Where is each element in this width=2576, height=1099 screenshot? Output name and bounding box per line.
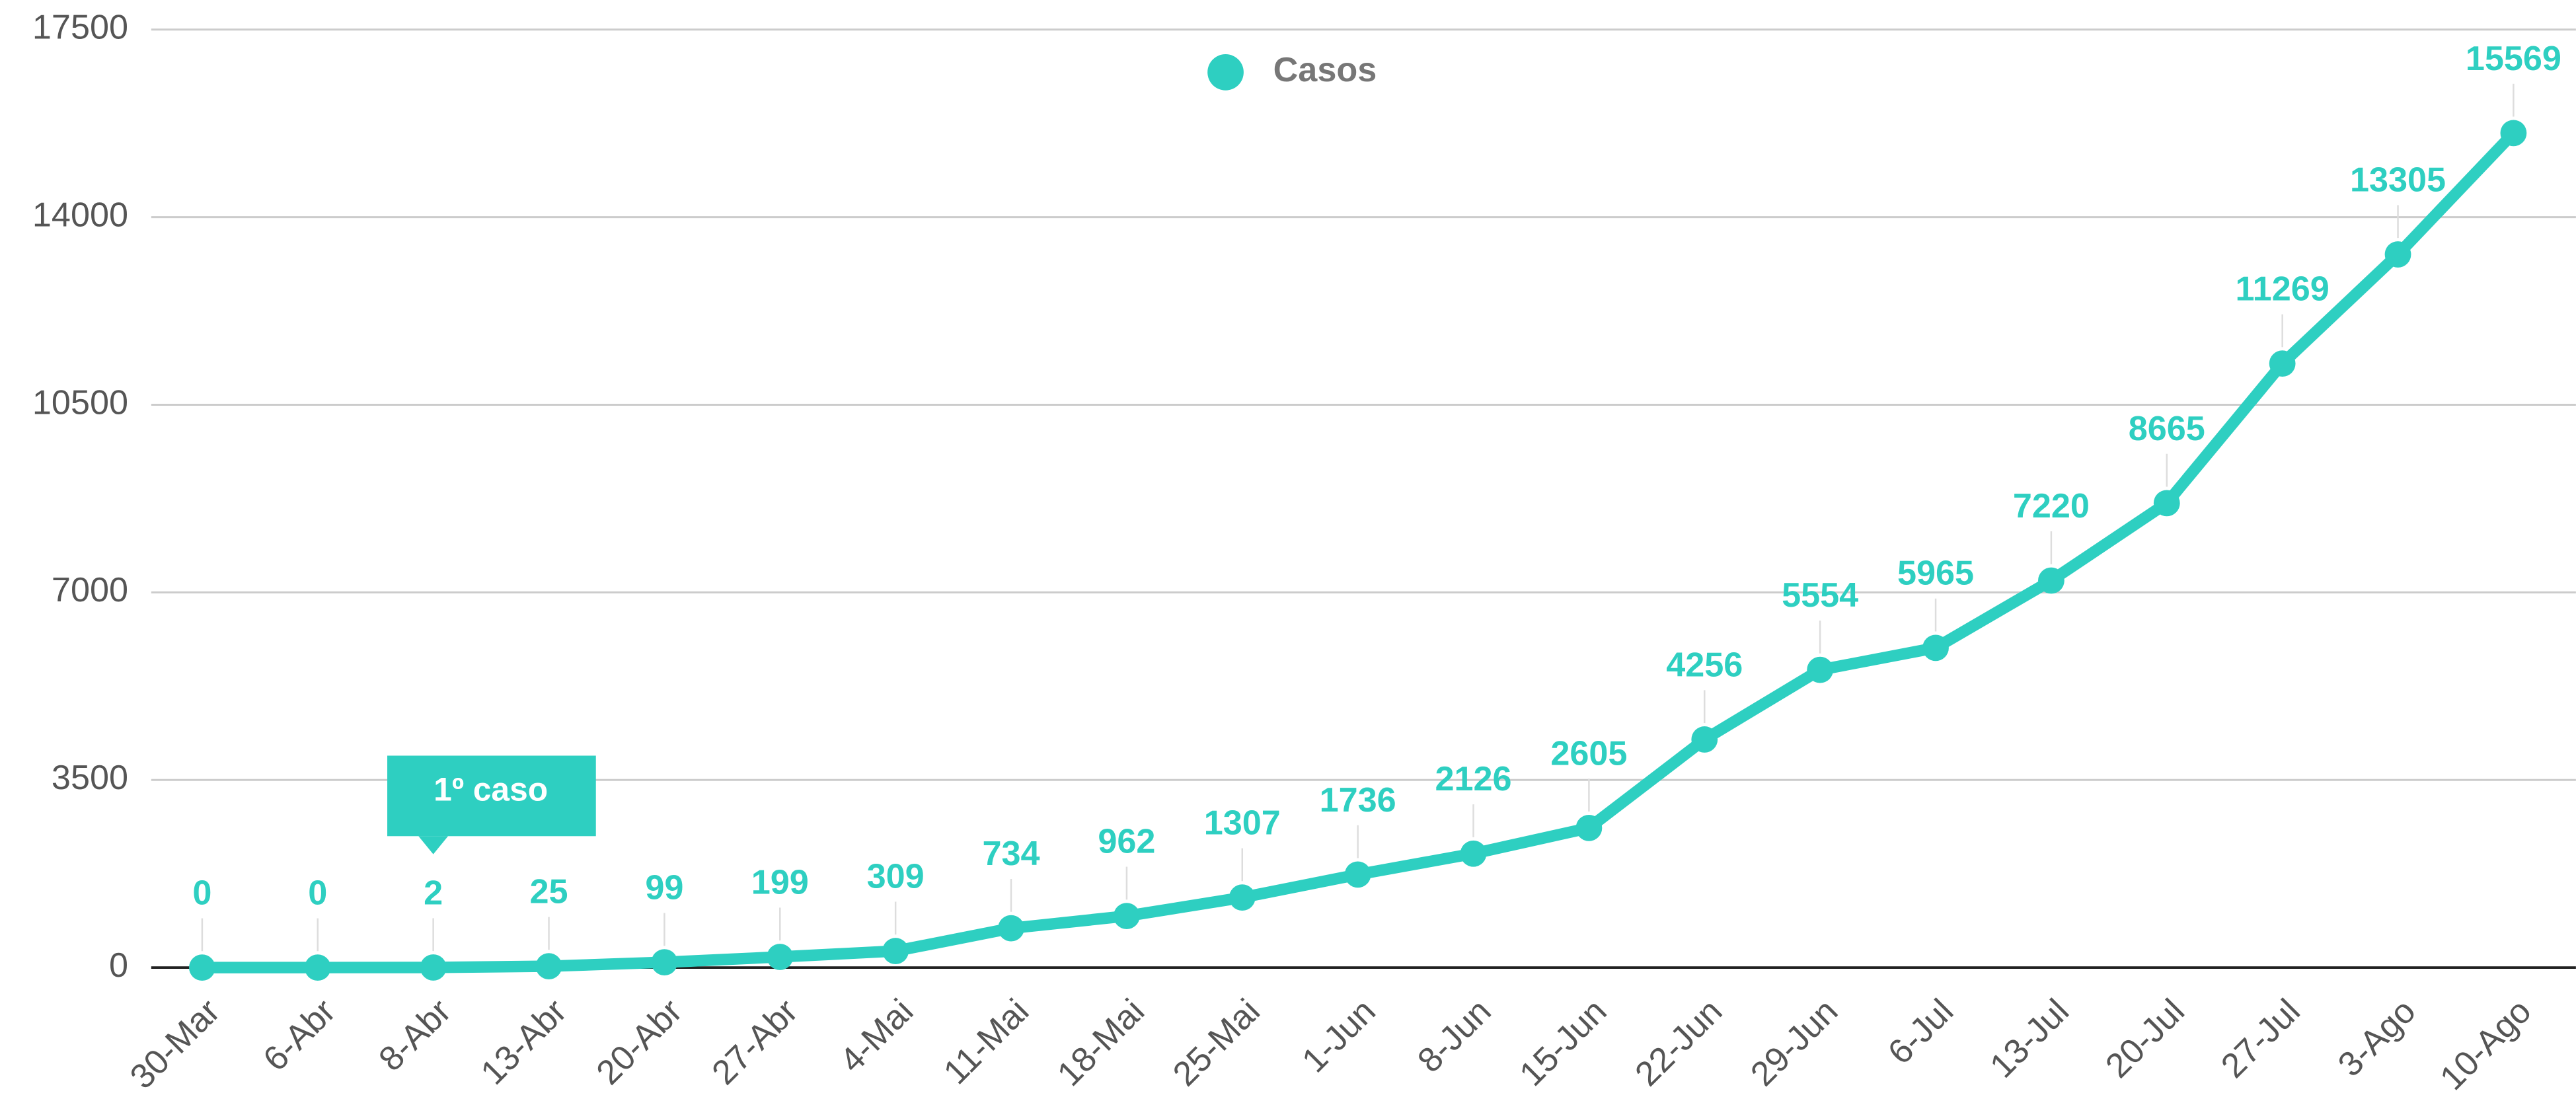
data-label: 734 [982,835,1040,873]
point [189,954,215,981]
point [1344,861,1371,888]
x-tick-label: 13-Jul [1983,992,2077,1086]
point [1114,903,1140,929]
y-tick-label: 14000 [32,196,128,234]
point [304,954,331,981]
y-tick-label: 7000 [52,571,128,609]
point [2384,241,2411,268]
data-label: 25 [529,873,568,911]
annotation-pointer [418,836,449,854]
data-label: 99 [645,869,683,907]
annotation-box [387,755,596,837]
data-label: 7220 [2013,487,2090,525]
data-label: 15569 [2466,40,2561,78]
point [535,953,562,979]
data-label: 1736 [1320,781,1396,819]
x-tick-label: 8-Abr [372,992,459,1079]
x-tick-label: 8-Jun [1410,992,1498,1080]
x-tick-label: 30-Mar [123,992,227,1096]
data-label: 5965 [1897,554,1974,593]
data-label: 1307 [1204,804,1281,843]
point [2038,567,2065,594]
data-label: 2126 [1435,760,1511,798]
x-tick-label: 1-Jun [1295,992,1383,1080]
data-label: 13305 [2350,161,2446,199]
point [2269,350,2296,377]
x-tick-label: 25-Mai [1166,992,1268,1094]
legend-marker [1207,54,1244,91]
point [998,915,1024,942]
x-tick-label: 4-Mai [833,992,921,1080]
point [2153,490,2180,517]
data-label: 0 [192,874,211,913]
data-label: 0 [308,874,327,913]
point [420,954,447,981]
data-label: 962 [1098,823,1155,861]
x-tick-label: 13-Abr [474,992,574,1092]
point [1460,840,1487,867]
x-tick-label: 6-Abr [256,992,343,1079]
point [1575,814,1603,841]
point [1922,634,1949,662]
x-tick-label: 10-Ago [2433,992,2539,1098]
data-label: 8665 [2129,410,2205,448]
annotation-text: 1º caso [434,771,548,808]
x-tick-label: 6-Jul [1881,992,1961,1072]
y-tick-label: 3500 [52,759,128,797]
x-tick-label: 22-Jun [1628,992,1730,1094]
data-label: 5554 [1782,576,1858,615]
point [882,938,909,964]
x-tick-label: 27-Jul [2214,992,2308,1086]
x-tick-label: 29-Jun [1743,992,1845,1094]
point [651,949,678,975]
x-tick-label: 15-Jun [1513,992,1614,1094]
x-tick-label: 27-Abr [705,992,806,1092]
data-label: 309 [867,857,925,895]
x-tick-label: 20-Abr [589,992,690,1092]
y-tick-label: 10500 [32,383,128,422]
point [1691,726,1718,753]
y-tick-label: 0 [109,946,128,985]
point [767,944,794,970]
data-label: 2 [424,874,443,912]
y-tick-label: 17500 [32,9,128,47]
x-tick-label: 18-Mai [1050,992,1152,1094]
x-tick-label: 3-Ago [2331,992,2423,1084]
point [1807,656,1834,683]
data-label: 4256 [1666,646,1743,684]
data-label: 2605 [1550,734,1627,773]
data-label: 11269 [2236,270,2330,309]
point [1229,884,1256,911]
legend-label: Casos [1273,51,1377,89]
data-label: 199 [751,863,809,901]
point [2500,120,2527,147]
x-tick-label: 20-Jul [2098,992,2192,1086]
x-tick-label: 11-Mai [936,992,1036,1092]
